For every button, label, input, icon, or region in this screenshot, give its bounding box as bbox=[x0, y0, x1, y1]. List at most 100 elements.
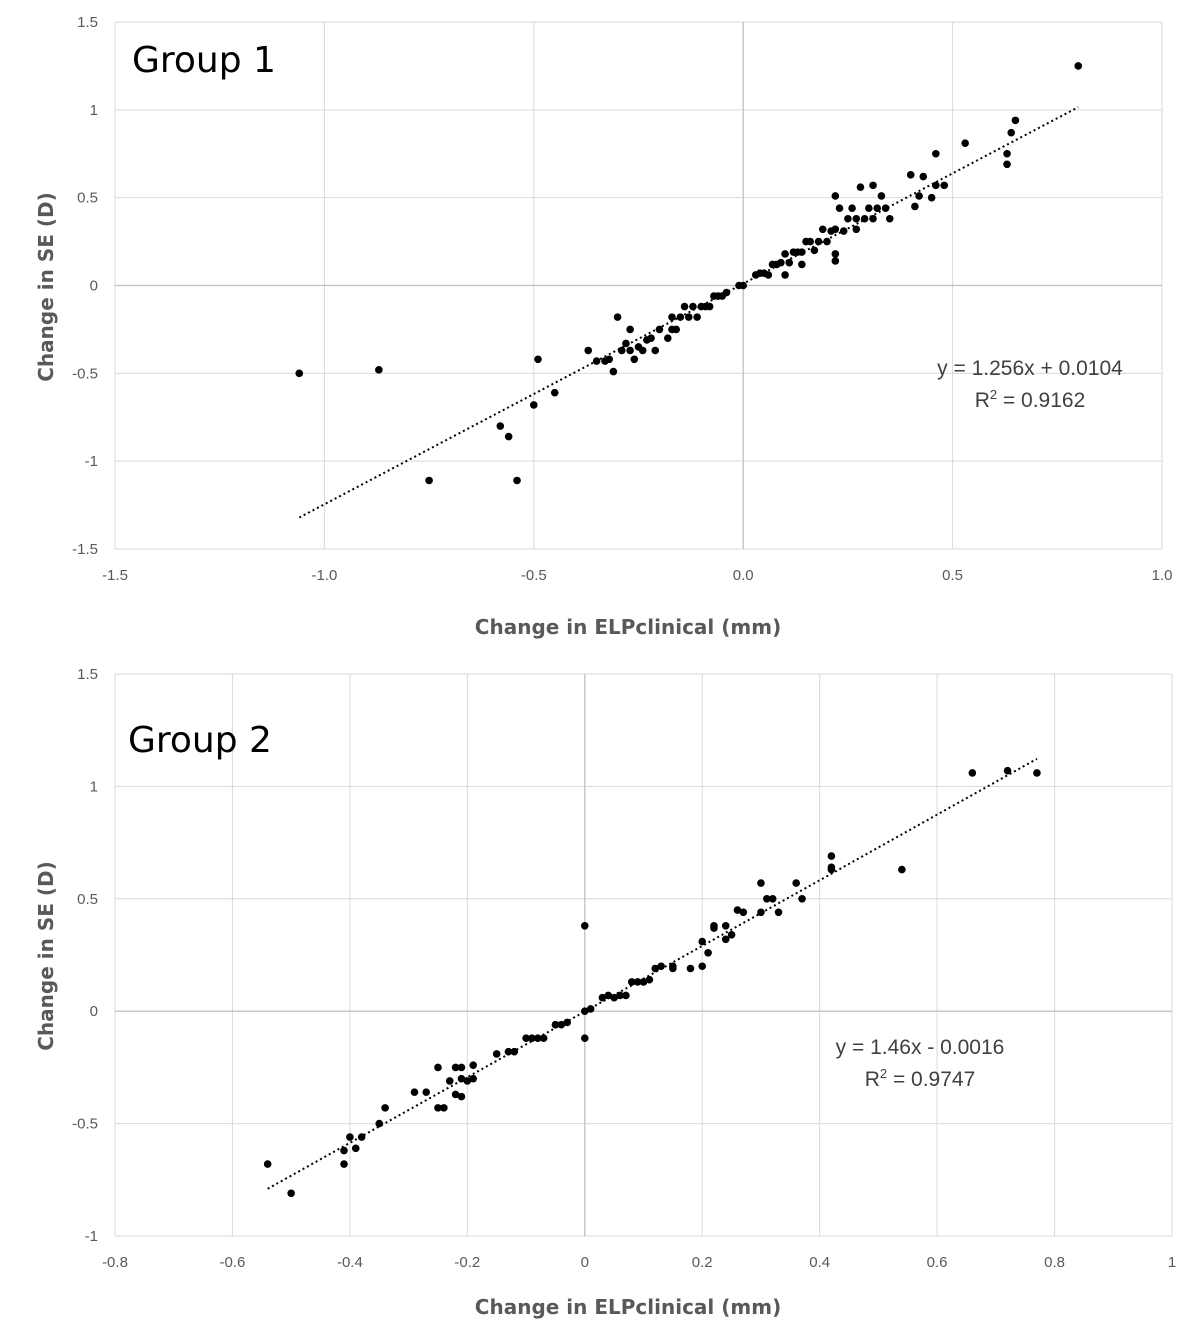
data-point bbox=[940, 181, 949, 190]
data-point bbox=[881, 204, 890, 213]
data-point bbox=[927, 193, 936, 202]
data-point bbox=[1074, 62, 1083, 70]
data-point bbox=[522, 1034, 530, 1042]
data-point bbox=[434, 1063, 442, 1072]
data-point bbox=[616, 991, 624, 1000]
data-point bbox=[534, 355, 542, 364]
data-point bbox=[551, 1020, 560, 1029]
data-point bbox=[422, 1088, 431, 1096]
data-point bbox=[733, 906, 742, 914]
y-tick-label: -1.5 bbox=[72, 541, 98, 558]
data-point bbox=[721, 921, 730, 930]
data-point bbox=[831, 192, 840, 200]
data-point bbox=[672, 325, 680, 334]
data-point bbox=[768, 895, 777, 903]
data-point bbox=[510, 1047, 519, 1056]
data-point bbox=[617, 346, 626, 355]
data-point bbox=[680, 302, 689, 311]
data-point bbox=[704, 948, 712, 957]
data-point bbox=[710, 921, 718, 930]
trendline-equation: y = 1.256x + 0.0104 bbox=[937, 357, 1123, 380]
data-point bbox=[1003, 766, 1012, 775]
data-point bbox=[968, 769, 977, 777]
data-point bbox=[633, 978, 642, 986]
data-point bbox=[869, 181, 877, 190]
data-point bbox=[528, 1034, 536, 1042]
data-point bbox=[463, 1077, 472, 1085]
data-point bbox=[722, 288, 731, 297]
data-point bbox=[627, 978, 636, 986]
data-point bbox=[530, 401, 538, 409]
data-point bbox=[827, 852, 836, 860]
data-point bbox=[610, 993, 618, 1002]
data-point bbox=[844, 214, 852, 223]
data-point bbox=[818, 225, 827, 234]
data-point bbox=[689, 302, 697, 311]
data-point bbox=[622, 339, 630, 348]
data-point bbox=[604, 991, 613, 1000]
data-point bbox=[469, 1061, 478, 1069]
data-point bbox=[513, 476, 521, 485]
data-point bbox=[613, 313, 622, 321]
data-point bbox=[669, 962, 677, 971]
data-point bbox=[873, 204, 882, 213]
data-point bbox=[287, 1189, 295, 1198]
data-point bbox=[764, 271, 773, 279]
data-point bbox=[1011, 116, 1020, 125]
data-point bbox=[410, 1088, 419, 1096]
data-point bbox=[504, 432, 513, 441]
data-point bbox=[598, 993, 607, 1002]
data-point bbox=[647, 334, 655, 343]
data-point bbox=[457, 1074, 466, 1083]
x-tick-label: 0.0 bbox=[733, 567, 754, 584]
y-tick-label: -0.5 bbox=[72, 1116, 98, 1133]
x-tick-label: 0 bbox=[581, 1254, 589, 1271]
r-squared-label: R2 = 0.9162 bbox=[975, 387, 1086, 412]
data-point bbox=[357, 1133, 366, 1141]
data-point bbox=[638, 346, 647, 355]
data-point bbox=[584, 346, 593, 355]
data-point bbox=[676, 313, 685, 321]
data-point bbox=[440, 1104, 448, 1112]
data-point bbox=[739, 908, 748, 917]
y-tick-label: 0 bbox=[90, 278, 98, 295]
data-point bbox=[839, 227, 848, 235]
data-point bbox=[798, 260, 806, 269]
data-point bbox=[798, 248, 806, 256]
data-point bbox=[860, 214, 869, 223]
data-point bbox=[932, 149, 940, 158]
data-point bbox=[831, 225, 840, 234]
data-point bbox=[785, 258, 794, 267]
data-point bbox=[877, 192, 886, 200]
data-point bbox=[757, 879, 765, 887]
data-point bbox=[727, 930, 736, 939]
data-point bbox=[798, 895, 806, 903]
data-point bbox=[1007, 128, 1016, 137]
data-point bbox=[865, 204, 873, 213]
data-point bbox=[375, 1119, 384, 1128]
trendline-equation: y = 1.46x - 0.0016 bbox=[836, 1036, 1005, 1059]
data-point bbox=[630, 355, 639, 364]
data-point bbox=[664, 334, 672, 343]
data-point bbox=[626, 325, 634, 334]
y-tick-label: 1.5 bbox=[77, 666, 98, 683]
y-axis-label: Change in SE (D) bbox=[34, 861, 58, 1050]
data-point bbox=[381, 1104, 389, 1112]
data-point bbox=[705, 302, 714, 311]
trendline bbox=[267, 757, 1038, 1190]
data-point bbox=[911, 202, 919, 211]
data-point bbox=[451, 1063, 460, 1072]
data-point bbox=[810, 246, 819, 255]
data-point bbox=[668, 313, 676, 321]
data-point bbox=[580, 1007, 589, 1015]
x-tick-label: -1.0 bbox=[311, 567, 337, 584]
data-point bbox=[698, 962, 707, 971]
data-point bbox=[657, 962, 665, 971]
data-point bbox=[869, 214, 877, 223]
y-tick-label: 1 bbox=[90, 102, 98, 119]
data-point bbox=[777, 258, 785, 267]
x-tick-label: -1.5 bbox=[102, 567, 128, 584]
data-point bbox=[451, 1090, 460, 1099]
data-point bbox=[504, 1047, 513, 1056]
